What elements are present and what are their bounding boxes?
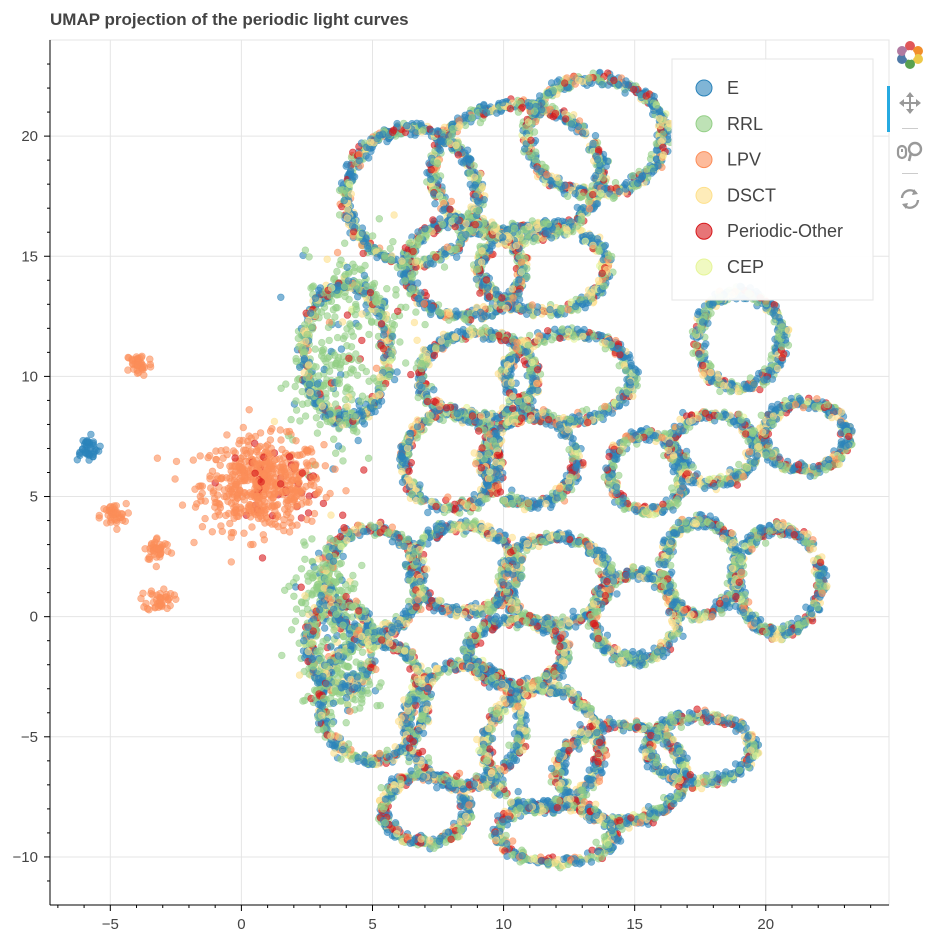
scatter-point (389, 238, 397, 246)
scatter-point (332, 449, 340, 457)
scatter-point (292, 406, 301, 414)
scatter-point (178, 501, 187, 509)
scatter-point (339, 457, 347, 465)
scatter-point (386, 244, 394, 253)
scatter-point (87, 430, 95, 439)
scatter-point (592, 838, 600, 846)
scatter-point (402, 359, 410, 367)
scatter-point (301, 555, 309, 563)
scatter-point (407, 370, 415, 379)
scatter-point (333, 248, 342, 257)
scatter-point (321, 624, 329, 632)
plot-title: UMAP projection of the periodic light cu… (50, 10, 409, 29)
scatter-point (282, 380, 290, 388)
scatter-point (277, 436, 285, 444)
scatter-point (259, 531, 267, 539)
scatter-point (358, 648, 367, 656)
scatter-point (345, 295, 353, 304)
scatter-point (258, 554, 267, 562)
scatter-point (341, 239, 349, 247)
scatter-point (613, 590, 621, 598)
scatter-point (421, 320, 429, 329)
scatter-point (311, 345, 319, 353)
scatter-point (325, 336, 333, 345)
scatter-point (413, 336, 421, 344)
scatter-point (390, 211, 398, 219)
scatter-point (514, 787, 522, 796)
scatter-point (349, 571, 357, 580)
scatter-point (383, 285, 391, 293)
scatter-point (153, 454, 162, 462)
scatter-point (196, 452, 204, 460)
scatter-point (331, 400, 340, 408)
scatter-point (172, 457, 181, 466)
scatter-point (312, 414, 321, 422)
scatter-point (298, 400, 307, 408)
scatter-point (287, 415, 295, 424)
scatter-point (431, 200, 439, 208)
scatter-point (318, 338, 326, 347)
scatter-point (113, 525, 121, 533)
scatter-point (440, 263, 449, 271)
scatter-point (337, 755, 345, 763)
scatter-point (290, 592, 298, 600)
scatter-point (198, 522, 207, 531)
scatter-point (375, 683, 383, 691)
scatter-point (277, 384, 285, 392)
scatter-points (73, 68, 856, 872)
scatter-point (270, 417, 279, 426)
scatter-point (563, 192, 572, 201)
scatter-point (292, 574, 300, 582)
scatter-point (339, 511, 347, 519)
scatter-point (301, 412, 310, 420)
scatter-point (342, 718, 350, 727)
scatter-point (412, 308, 420, 316)
